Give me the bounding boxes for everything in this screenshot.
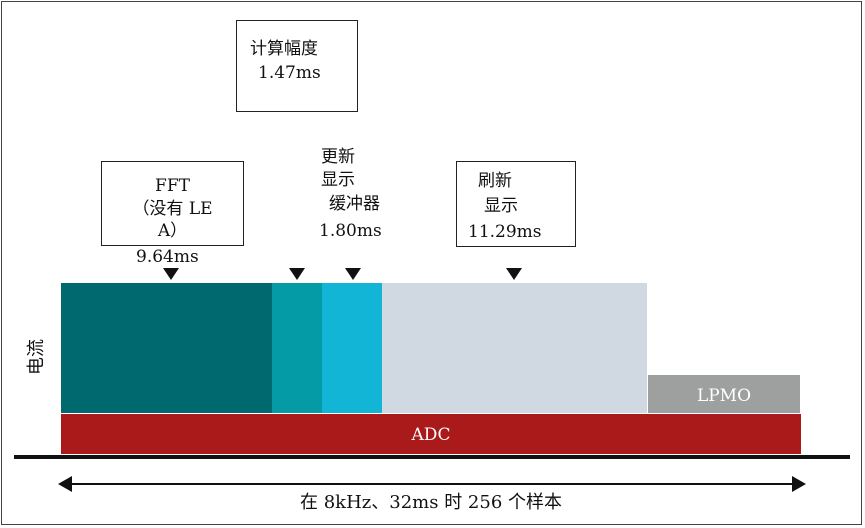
fft-marker <box>163 268 179 280</box>
update-buffer-segment-b <box>322 283 382 413</box>
calc-amplitude-time: 1.47ms <box>258 63 321 83</box>
adc-label: ADC <box>411 425 451 445</box>
timeline-arrow-left-icon <box>58 476 72 492</box>
lpmo-label: LPMO <box>696 386 752 406</box>
fft-time: 9.64ms <box>136 247 199 267</box>
fft-label-line3: A） <box>157 221 188 241</box>
timeline-arrow-right-icon <box>792 476 806 492</box>
fft-label-line2: （没有 LE <box>132 199 213 219</box>
adc-bar <box>61 414 801 454</box>
fft-label-line1: FFT <box>155 176 190 196</box>
update-label-line1: 更新 <box>321 147 355 167</box>
refresh-segment <box>382 283 647 413</box>
refresh-marker <box>506 268 522 280</box>
current-axis-label: 电流 <box>26 339 47 375</box>
time-baseline <box>14 455 850 459</box>
update-marker-a <box>289 268 305 280</box>
update-label-line2: 显示 <box>321 170 355 190</box>
update-buffer-segment-a <box>272 283 322 413</box>
timeline-arrow-line <box>68 483 796 485</box>
update-time: 1.80ms <box>319 221 382 241</box>
calc-amplitude-box <box>236 20 358 112</box>
refresh-time: 11.29ms <box>468 222 542 242</box>
refresh-label-line1: 刷新 <box>478 171 512 191</box>
update-label-line3: 缓冲器 <box>329 194 380 214</box>
fft-segment <box>61 283 272 413</box>
timeline-label: 在 8kHz、32ms 时 256 个样本 <box>300 492 562 513</box>
lpmo-segment <box>648 375 800 413</box>
calc-amplitude-title: 计算幅度 <box>250 39 318 59</box>
fft-box <box>101 161 244 246</box>
refresh-label-line2: 显示 <box>484 196 518 216</box>
update-marker-b <box>345 268 361 280</box>
refresh-box <box>456 161 576 247</box>
